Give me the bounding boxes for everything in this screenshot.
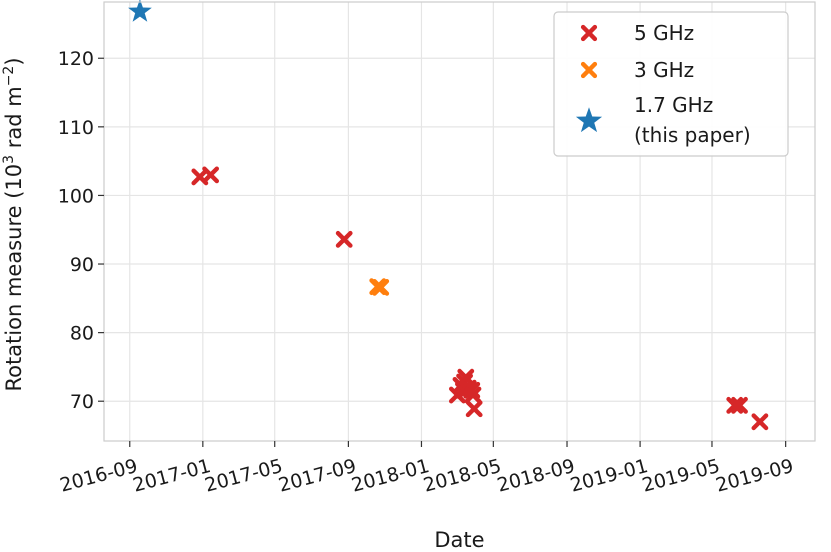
y-axis-label-end: ) <box>2 57 26 65</box>
y-tick-label: 110 <box>58 117 94 139</box>
legend-marker-x <box>580 24 598 42</box>
data-point-star <box>128 0 152 22</box>
y-tick-labels: 70 80 90 100 110 120 <box>58 48 104 413</box>
y-tick-label: 120 <box>58 48 94 70</box>
legend-label: (this paper) <box>634 123 751 147</box>
x-tick-label: 2017-01 <box>131 455 213 497</box>
x-tick-label: 2017-05 <box>203 455 285 497</box>
grid <box>104 2 815 441</box>
x-tick-label: 2019-05 <box>640 455 722 497</box>
x-axis-label: Date <box>434 528 484 552</box>
legend-label: 3 GHz <box>634 58 694 82</box>
y-tick-label: 70 <box>70 391 94 413</box>
x-tick-label: 2016-09 <box>58 455 140 497</box>
legend-label: 5 GHz <box>634 21 694 45</box>
x-tick-labels: 2016-092017-012017-052017-092018-012018-… <box>58 441 796 497</box>
y-tick-label: 80 <box>70 323 94 345</box>
data-point-x <box>202 166 220 184</box>
y-tick-label: 100 <box>58 185 94 207</box>
data-point-x <box>726 396 744 414</box>
y-axis-label-exp2: −2 <box>1 66 17 87</box>
data-point-x <box>335 230 353 248</box>
data-point-x <box>464 386 482 404</box>
y-axis-label-exp1: 3 <box>1 155 17 164</box>
data-point-x <box>731 396 748 414</box>
y-tick-label: 90 <box>70 254 94 276</box>
legend: 5 GHz 3 GHz 1.7 GHz (this paper) <box>553 11 789 157</box>
data-point-x <box>465 400 483 418</box>
x-tick-label: 2019-01 <box>568 455 650 497</box>
x-tick-label: 2018-05 <box>421 455 503 497</box>
legend-marker-star <box>575 107 603 133</box>
x-tick-label: 2018-09 <box>495 455 577 497</box>
y-axis-label: Rotation measure (103 rad m−2) <box>1 57 26 391</box>
x-tick-label: 2019-09 <box>713 455 795 497</box>
plot-area-frame <box>103 1 816 442</box>
legend-label: 1.7 GHz <box>634 93 713 117</box>
y-axis-label-base: Rotation measure (10 <box>2 164 26 392</box>
x-tick-label: 2018-01 <box>349 455 431 497</box>
legend-marker-x <box>580 61 598 79</box>
data-point-x <box>372 278 390 296</box>
x-tick-label: 2017-09 <box>276 455 358 497</box>
legend-box <box>553 11 789 157</box>
data-points <box>128 0 769 431</box>
data-point-x <box>751 413 769 431</box>
y-axis-label-mid: rad m <box>2 86 26 155</box>
